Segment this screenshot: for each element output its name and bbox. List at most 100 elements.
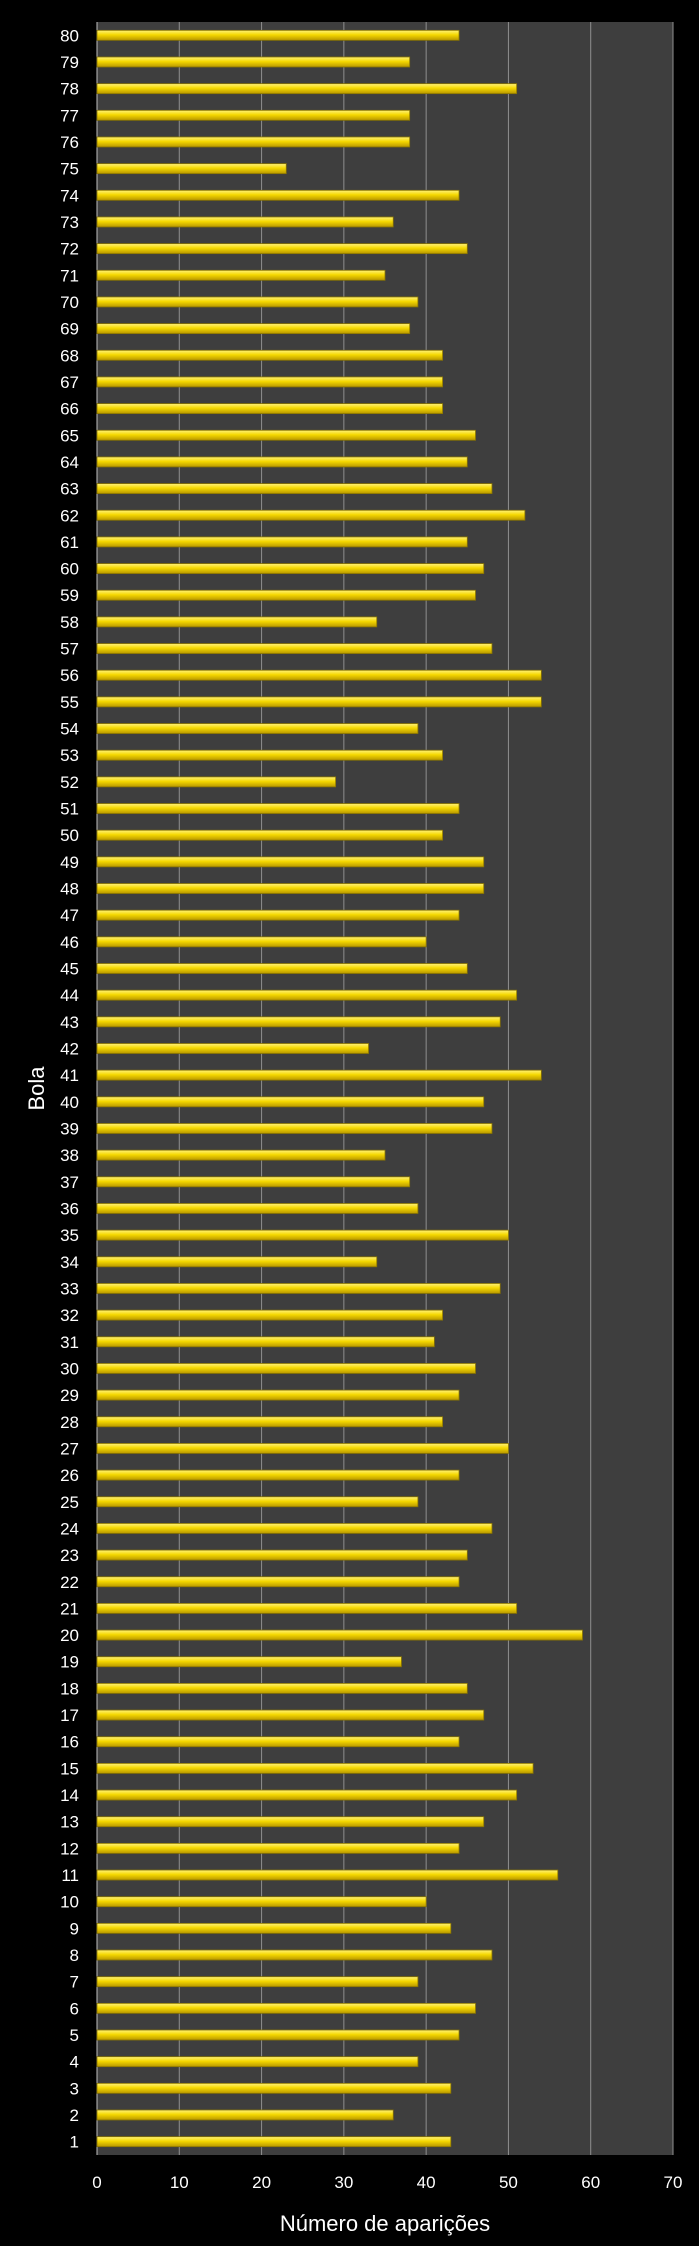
bar-50 (96, 829, 444, 841)
bar-13 (96, 1816, 485, 1828)
y-tick-label: 44 (60, 986, 79, 1005)
y-tick-label: 22 (60, 1573, 79, 1592)
y-tick-label: 10 (60, 1893, 79, 1912)
y-tick-label: 12 (60, 1839, 79, 1858)
y-tick-label: 49 (60, 853, 79, 872)
y-tick-label: 5 (70, 2026, 79, 2045)
y-tick-label: 16 (60, 1733, 79, 1752)
y-tick-label: 50 (60, 826, 79, 845)
bar-67 (96, 376, 444, 388)
bar-54 (96, 723, 419, 734)
y-tick-label: 27 (60, 1439, 79, 1458)
bar-1 (96, 2136, 452, 2148)
bar-74 (96, 189, 460, 201)
y-tick-label: 60 (60, 560, 79, 579)
y-tick-label: 9 (70, 1919, 79, 1938)
bar-20 (96, 1629, 583, 1641)
y-tick-label: 2 (70, 2106, 79, 2125)
y-tick-label: 73 (60, 213, 79, 232)
bar-18 (96, 1683, 468, 1694)
bar-30 (96, 1363, 476, 1374)
y-tick-label: 3 (70, 2079, 79, 2098)
y-tick-label: 74 (60, 186, 79, 205)
bar-52 (96, 776, 337, 788)
bar-51 (96, 803, 460, 814)
x-tick-labels: 0 10 20 30 40 50 60 70 (92, 2173, 682, 2192)
bar-41 (96, 1069, 542, 1081)
bar-43 (96, 1016, 501, 1028)
bar-78 (96, 83, 518, 95)
bar-28 (96, 1416, 444, 1428)
bar-2 (96, 2109, 394, 2121)
bar-27 (96, 1443, 509, 1454)
y-tick-label: 64 (60, 453, 79, 472)
bar-58 (96, 616, 378, 628)
bar-64 (96, 456, 468, 468)
y-tick-label: 29 (60, 1386, 79, 1405)
y-tick-label: 1 (70, 2133, 79, 2152)
y-tick-label: 23 (60, 1546, 79, 1565)
y-tick-label: 14 (60, 1786, 79, 1805)
bar-6 (96, 2002, 476, 2014)
y-tick-labels: 1234567891011121314151617181920212223242… (60, 26, 79, 2151)
bar-40 (96, 1096, 485, 1108)
bar-44 (96, 989, 518, 1001)
y-tick-label: 76 (60, 133, 79, 152)
bar-38 (96, 1149, 386, 1161)
y-tick-label: 35 (60, 1226, 79, 1245)
bar-14 (96, 1789, 518, 1801)
y-axis-title: Bola (24, 1066, 49, 1111)
bar-60 (96, 563, 485, 574)
x-axis-title: Número de aparições (280, 2211, 490, 2236)
y-tick-label: 41 (60, 1066, 79, 1085)
bar-75 (96, 163, 287, 175)
bar-10 (96, 1896, 427, 1908)
x-tick-label: 40 (417, 2173, 436, 2192)
bar-49 (96, 856, 485, 868)
bar-72 (96, 243, 468, 255)
bar-42 (96, 1043, 369, 1054)
bar-8 (96, 1949, 493, 1961)
bar-68 (96, 349, 444, 361)
y-tick-label: 4 (70, 2053, 79, 2072)
y-tick-label: 17 (60, 1706, 79, 1725)
y-tick-label: 37 (60, 1173, 79, 1192)
y-tick-label: 48 (60, 880, 79, 899)
y-tick-label: 21 (60, 1599, 79, 1618)
bar-26 (96, 1469, 460, 1481)
y-tick-label: 39 (60, 1119, 79, 1138)
y-tick-label: 68 (60, 346, 79, 365)
y-tick-label: 30 (60, 1359, 79, 1378)
y-tick-label: 59 (60, 586, 79, 605)
y-tick-label: 80 (60, 26, 79, 45)
y-tick-label: 28 (60, 1413, 79, 1432)
bar-24 (96, 1523, 493, 1534)
bar-47 (96, 909, 460, 921)
bar-21 (96, 1603, 518, 1614)
x-tick-label: 10 (170, 2173, 189, 2192)
bar-17 (96, 1709, 485, 1721)
bar-65 (96, 429, 476, 441)
bar-57 (96, 643, 493, 654)
bar-25 (96, 1496, 419, 1508)
y-tick-label: 8 (70, 1946, 79, 1965)
y-tick-label: 54 (60, 720, 79, 739)
y-tick-label: 18 (60, 1679, 79, 1698)
bar-61 (96, 536, 468, 548)
y-tick-label: 78 (60, 80, 79, 99)
plot-area (97, 22, 673, 2155)
y-tick-label: 20 (60, 1626, 79, 1645)
x-tick-label: 30 (334, 2173, 353, 2192)
bar-3 (96, 2082, 452, 2094)
y-tick-label: 67 (60, 373, 79, 392)
bar-35 (96, 1229, 509, 1241)
bar-53 (96, 749, 444, 761)
bar-62 (96, 509, 526, 521)
bar-19 (96, 1656, 402, 1668)
y-tick-label: 51 (60, 800, 79, 819)
bar-22 (96, 1576, 460, 1588)
bars (96, 29, 583, 2148)
y-tick-label: 25 (60, 1493, 79, 1512)
bar-11 (96, 1869, 559, 1881)
